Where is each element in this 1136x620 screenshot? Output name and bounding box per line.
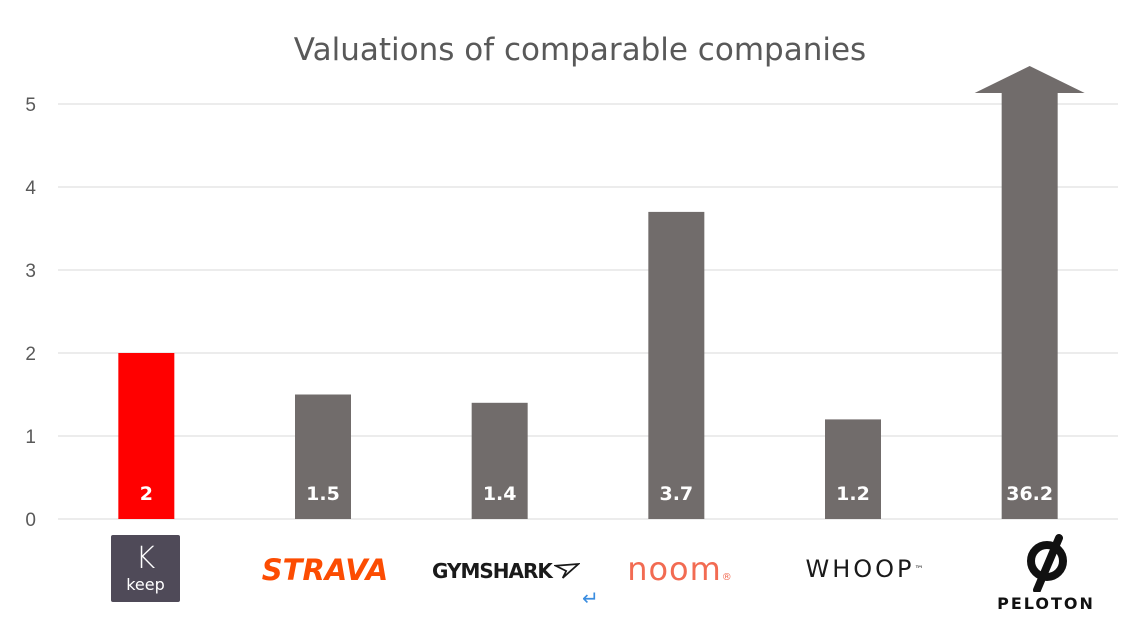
peloton-logo-text: PELOTON	[997, 593, 1095, 613]
keep-logo-text: keep	[126, 574, 165, 594]
gymshark-logo: GYMSHARK	[432, 557, 580, 585]
bar-noom	[648, 211, 705, 519]
keep-k-icon: K	[135, 540, 156, 576]
gymshark-logo-text: GYMSHARK	[432, 559, 553, 583]
strava-logo-text: STRAVA	[261, 553, 389, 587]
keep-logo: K keep	[111, 535, 180, 602]
data-label: 1.4	[483, 483, 517, 505]
data-label: 1.2	[836, 483, 870, 505]
y-tick-label: 5	[25, 95, 36, 116]
bars	[118, 66, 1085, 519]
overflow-arrow-icon	[974, 66, 1085, 93]
data-label: 2	[140, 483, 153, 505]
whoop-logo-text: WHOOP	[805, 555, 915, 583]
bar-whoop	[825, 419, 881, 519]
bar-peloton	[1001, 93, 1058, 519]
whoop-logo: WHOOP ™	[798, 554, 934, 584]
value-labels: 2 1.5 1.4 3.7 1.2 36.2	[140, 483, 1053, 505]
gymshark-shark-icon	[553, 563, 580, 579]
bar-keep	[118, 353, 175, 519]
y-tick-label: 4	[25, 178, 36, 199]
y-tick-label: 2	[25, 344, 36, 365]
chart-title: Valuations of comparable companies	[294, 32, 866, 68]
whoop-trademark: ™	[914, 565, 927, 575]
noom-logo-text: noom	[627, 550, 722, 588]
return-arrow-icon: ↵	[582, 586, 599, 610]
noom-registered-mark: ®	[721, 571, 733, 583]
bar-gymshark	[471, 402, 528, 519]
bar-strava	[295, 394, 351, 519]
peloton-p-icon	[1027, 533, 1067, 592]
data-label: 36.2	[1006, 483, 1053, 505]
data-label: 1.5	[306, 483, 340, 505]
data-label: 3.7	[659, 483, 693, 505]
grid	[58, 103, 1118, 520]
y-tick-label: 1	[25, 427, 36, 448]
strava-logo: STRAVA	[252, 552, 398, 588]
y-axis: 0 1 2 3 4 5	[25, 95, 36, 531]
y-tick-label: 3	[25, 261, 36, 282]
y-tick-label: 0	[25, 510, 36, 531]
noom-logo: noom ®	[610, 550, 750, 588]
peloton-logo: PELOTON	[984, 532, 1108, 614]
